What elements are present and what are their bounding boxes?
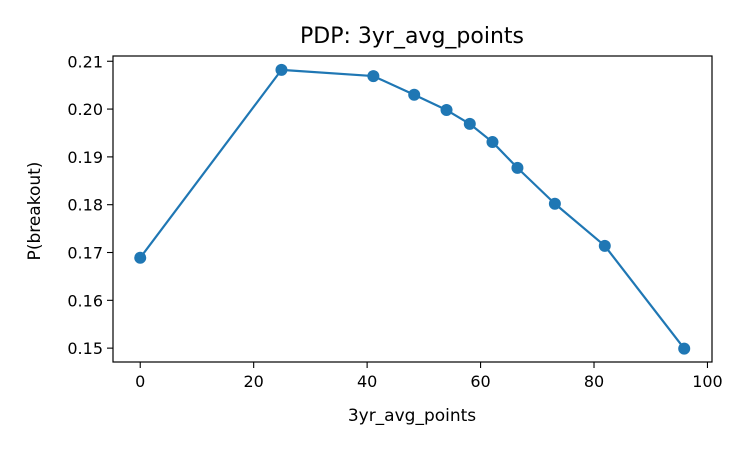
y-tick-label: 0.18: [67, 196, 103, 215]
chart-title: PDP: 3yr_avg_points: [300, 24, 524, 49]
data-point: [275, 63, 288, 76]
data-point: [440, 104, 453, 117]
y-tick-label: 0.17: [67, 244, 103, 263]
y-tick-label: 0.15: [67, 339, 103, 358]
data-point: [598, 239, 611, 252]
data-point: [134, 251, 147, 264]
x-tick-label: 0: [135, 372, 145, 391]
plot-area: 0 20 40 60 80 100 0.15 0.16 0.17 0.18 0.19 0.20 0.21: [67, 52, 722, 391]
data-point: [548, 197, 561, 210]
data-point: [511, 161, 524, 174]
data-point: [678, 342, 691, 355]
data-point: [463, 117, 476, 130]
x-tick-label: 60: [470, 372, 490, 391]
x-tick-label: 40: [357, 372, 377, 391]
y-tick-label: 0.20: [67, 100, 103, 119]
x-tick-label: 20: [243, 372, 263, 391]
series-line: [139, 68, 686, 350]
data-point: [408, 88, 421, 101]
plot-frame: [112, 55, 713, 363]
x-tick-label: 100: [692, 372, 723, 391]
y-axis-label: P(breakout): [25, 162, 45, 261]
x-tick-label: 80: [584, 372, 604, 391]
x-axis-label: 3yr_avg_points: [348, 406, 476, 426]
data-point: [367, 70, 380, 83]
y-tick-label: 0.21: [67, 52, 103, 71]
y-tick-label: 0.19: [67, 148, 103, 167]
y-tick-label: 0.16: [67, 291, 103, 310]
data-point: [486, 136, 499, 149]
